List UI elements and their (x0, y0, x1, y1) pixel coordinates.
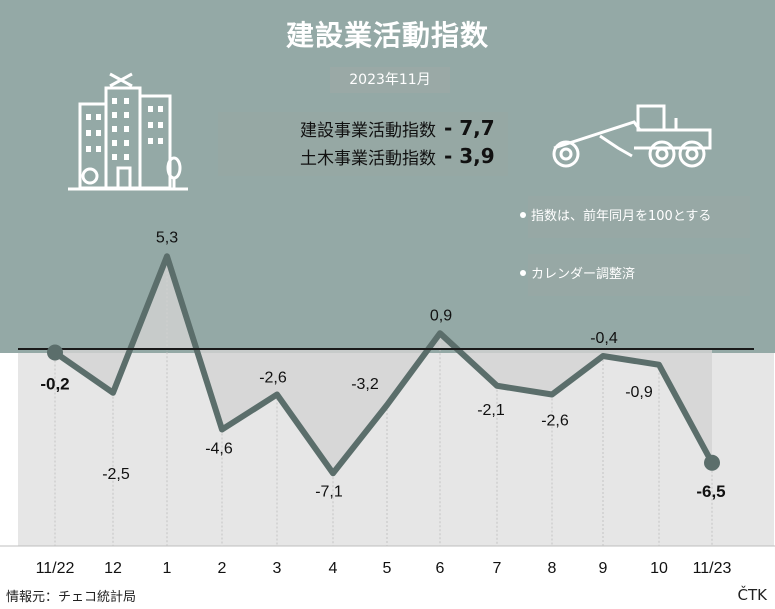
data-point (704, 454, 720, 471)
data-label: -4,6 (205, 441, 233, 458)
x-tick-label: 7 (493, 560, 502, 577)
summary-label: 土木事業活動指数 (300, 149, 436, 169)
bullet-icon (520, 212, 526, 218)
data-label: -0,4 (590, 330, 618, 347)
summary-value: - 7,7 (444, 116, 495, 140)
x-tick-label: 5 (383, 560, 392, 577)
series-line (52, 253, 715, 477)
data-label: -2,6 (541, 413, 569, 430)
x-tick-label: 9 (599, 560, 608, 577)
x-tick-label: 2 (218, 560, 227, 577)
x-tick-label: 4 (329, 560, 338, 577)
x-tick-label: 12 (104, 560, 122, 577)
date-label: 2023年11月 (330, 67, 450, 93)
data-label: -6,5 (696, 482, 725, 501)
summary-box: 建設事業活動指数 - 7,7 土木事業活動指数 - 3,9 (218, 112, 508, 176)
chart-title: 建設業活動指数 (285, 19, 489, 52)
agency-label: ČTK (737, 586, 767, 604)
note-text: 指数は、前年同月を100とする (531, 209, 712, 224)
data-label: -2,6 (259, 370, 287, 387)
apartment-building-icon (68, 72, 188, 191)
x-tick-label: 1 (163, 560, 172, 577)
road-grader-icon (552, 104, 712, 168)
data-label: -2,5 (102, 466, 130, 483)
data-label: 5,3 (156, 229, 178, 246)
x-tick-label: 6 (436, 560, 445, 577)
bullet-icon (520, 270, 526, 276)
data-label: -0,2 (40, 375, 69, 394)
data-label: 0,9 (430, 307, 452, 324)
x-tick-label: 8 (548, 560, 557, 577)
x-tick-label: 10 (650, 560, 668, 577)
note-baseline: 指数は、前年同月を100とする (520, 196, 750, 238)
summary-value: - 3,9 (444, 144, 495, 168)
x-tick-label: 11/23 (693, 560, 732, 577)
note-text: カレンダー調整済 (531, 267, 636, 282)
data-label: -7,1 (315, 483, 343, 500)
x-tick-label: 11/22 (36, 560, 75, 577)
data-label: -2,1 (477, 402, 505, 419)
data-label: -0,9 (625, 384, 653, 401)
summary-label: 建設事業活動指数 (300, 121, 436, 141)
x-tick-label: 3 (273, 560, 282, 577)
source-text: 情報元：チェコ統計局 (6, 590, 137, 605)
note-adjusted: カレンダー調整済 (520, 254, 750, 296)
data-label: -3,2 (351, 376, 379, 393)
data-point (47, 344, 63, 361)
